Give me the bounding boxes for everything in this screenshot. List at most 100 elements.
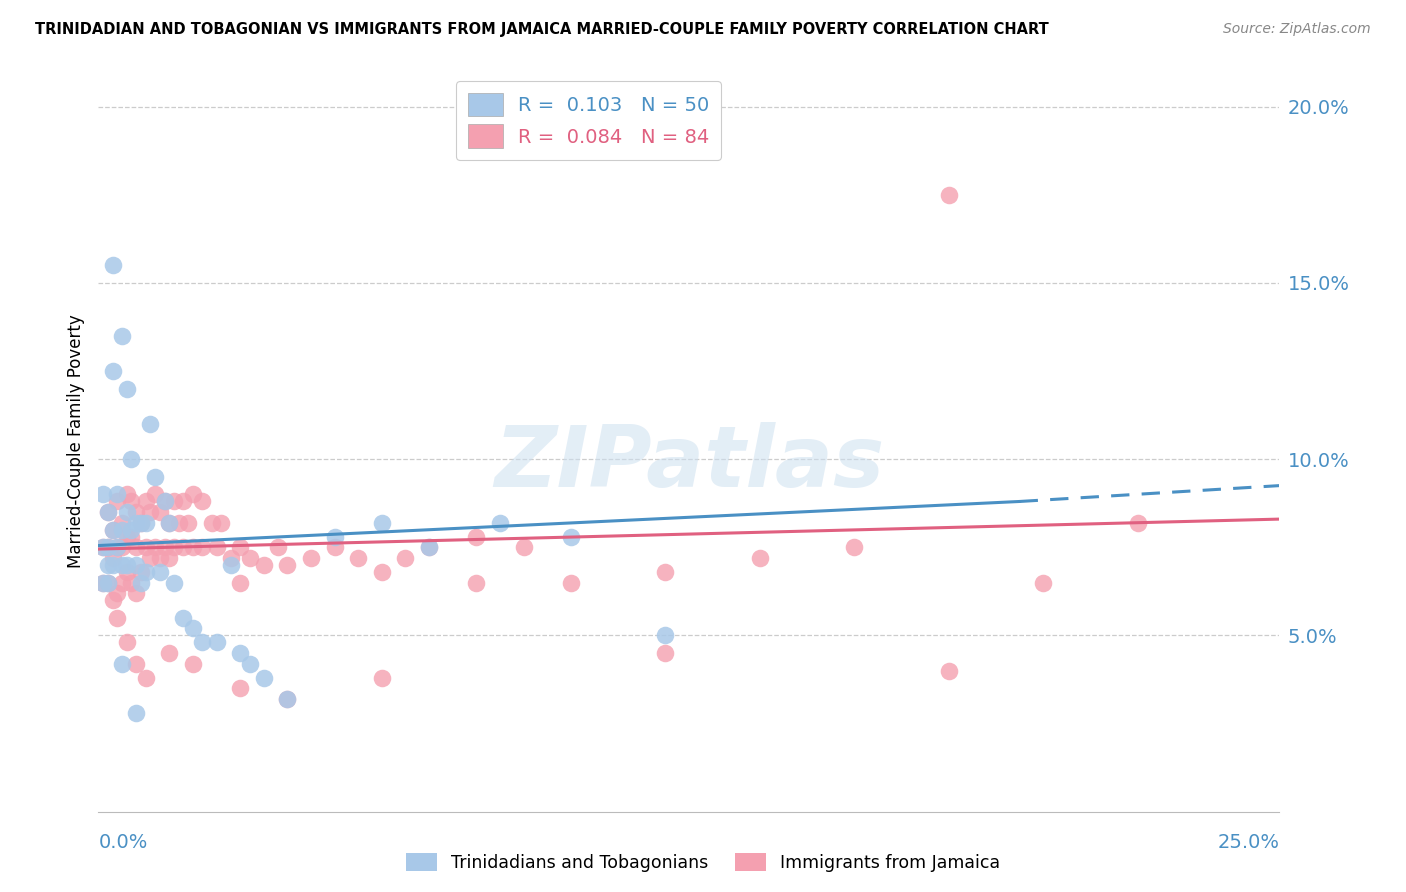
Immigrants from Jamaica <box>135 494 157 508</box>
Immigrants from Jamaica <box>105 494 128 508</box>
Immigrants from Jamaica <box>125 505 148 519</box>
Trinidadians and Tobagonians <box>323 530 346 544</box>
Immigrants from Jamaica <box>143 487 166 501</box>
Trinidadians and Tobagonians <box>121 523 143 537</box>
Trinidadians and Tobagonians <box>129 575 152 590</box>
Trinidadians and Tobagonians <box>91 487 114 501</box>
Immigrants from Jamaica <box>105 611 128 625</box>
Immigrants from Jamaica <box>371 671 394 685</box>
Trinidadians and Tobagonians <box>115 505 138 519</box>
Trinidadians and Tobagonians <box>253 671 276 685</box>
Immigrants from Jamaica <box>205 541 228 555</box>
Immigrants from Jamaica <box>167 516 190 530</box>
Immigrants from Jamaica <box>323 541 346 555</box>
Immigrants from Jamaica <box>91 541 114 555</box>
Immigrants from Jamaica <box>125 586 148 600</box>
Trinidadians and Tobagonians <box>205 635 228 649</box>
Immigrants from Jamaica <box>129 516 152 530</box>
Immigrants from Jamaica <box>91 575 114 590</box>
Immigrants from Jamaica <box>121 530 143 544</box>
Trinidadians and Tobagonians <box>105 487 128 501</box>
Trinidadians and Tobagonians <box>181 621 204 635</box>
Immigrants from Jamaica <box>157 550 180 565</box>
Trinidadians and Tobagonians <box>560 530 582 544</box>
Trinidadians and Tobagonians <box>371 516 394 530</box>
Trinidadians and Tobagonians <box>139 417 162 431</box>
Trinidadians and Tobagonians <box>105 541 128 555</box>
Immigrants from Jamaica <box>97 541 120 555</box>
Trinidadians and Tobagonians <box>115 382 138 396</box>
Immigrants from Jamaica <box>844 541 866 555</box>
Immigrants from Jamaica <box>299 550 322 565</box>
Trinidadians and Tobagonians <box>121 452 143 467</box>
Text: Source: ZipAtlas.com: Source: ZipAtlas.com <box>1223 22 1371 37</box>
Immigrants from Jamaica <box>239 550 262 565</box>
Trinidadians and Tobagonians <box>111 558 134 572</box>
Immigrants from Jamaica <box>115 487 138 501</box>
Text: 0.0%: 0.0% <box>98 833 148 852</box>
Trinidadians and Tobagonians <box>111 657 134 671</box>
Immigrants from Jamaica <box>101 550 124 565</box>
Immigrants from Jamaica <box>149 505 172 519</box>
Immigrants from Jamaica <box>111 516 134 530</box>
Trinidadians and Tobagonians <box>157 516 180 530</box>
Trinidadians and Tobagonians <box>149 565 172 579</box>
Immigrants from Jamaica <box>153 541 176 555</box>
Trinidadians and Tobagonians <box>101 558 124 572</box>
Immigrants from Jamaica <box>654 646 676 660</box>
Trinidadians and Tobagonians <box>172 611 194 625</box>
Immigrants from Jamaica <box>129 565 152 579</box>
Legend: Trinidadians and Tobagonians, Immigrants from Jamaica: Trinidadians and Tobagonians, Immigrants… <box>399 847 1007 879</box>
Immigrants from Jamaica <box>111 575 134 590</box>
Trinidadians and Tobagonians <box>143 470 166 484</box>
Immigrants from Jamaica <box>101 523 124 537</box>
Immigrants from Jamaica <box>101 593 124 607</box>
Immigrants from Jamaica <box>172 541 194 555</box>
Immigrants from Jamaica <box>1032 575 1054 590</box>
Immigrants from Jamaica <box>394 550 416 565</box>
Trinidadians and Tobagonians <box>115 558 138 572</box>
Immigrants from Jamaica <box>172 494 194 508</box>
Trinidadians and Tobagonians <box>489 516 512 530</box>
Immigrants from Jamaica <box>181 657 204 671</box>
Trinidadians and Tobagonians <box>153 494 176 508</box>
Immigrants from Jamaica <box>157 646 180 660</box>
Immigrants from Jamaica <box>139 550 162 565</box>
Trinidadians and Tobagonians <box>125 558 148 572</box>
Immigrants from Jamaica <box>111 541 134 555</box>
Trinidadians and Tobagonians <box>276 692 298 706</box>
Immigrants from Jamaica <box>229 541 252 555</box>
Immigrants from Jamaica <box>418 541 440 555</box>
Trinidadians and Tobagonians <box>229 646 252 660</box>
Immigrants from Jamaica <box>276 692 298 706</box>
Trinidadians and Tobagonians <box>97 558 120 572</box>
Immigrants from Jamaica <box>135 671 157 685</box>
Trinidadians and Tobagonians <box>239 657 262 671</box>
Trinidadians and Tobagonians <box>135 565 157 579</box>
Immigrants from Jamaica <box>125 541 148 555</box>
Immigrants from Jamaica <box>121 494 143 508</box>
Trinidadians and Tobagonians <box>101 364 124 378</box>
Y-axis label: Married-Couple Family Poverty: Married-Couple Family Poverty <box>66 315 84 568</box>
Immigrants from Jamaica <box>97 575 120 590</box>
Trinidadians and Tobagonians <box>97 541 120 555</box>
Immigrants from Jamaica <box>115 635 138 649</box>
Immigrants from Jamaica <box>115 565 138 579</box>
Text: ZIPatlas: ZIPatlas <box>494 422 884 505</box>
Trinidadians and Tobagonians <box>125 516 148 530</box>
Trinidadians and Tobagonians <box>125 706 148 720</box>
Trinidadians and Tobagonians <box>101 523 124 537</box>
Legend: R =  0.103   N = 50, R =  0.084   N = 84: R = 0.103 N = 50, R = 0.084 N = 84 <box>456 81 721 160</box>
Immigrants from Jamaica <box>163 541 186 555</box>
Immigrants from Jamaica <box>347 550 370 565</box>
Immigrants from Jamaica <box>115 530 138 544</box>
Trinidadians and Tobagonians <box>101 258 124 272</box>
Immigrants from Jamaica <box>139 505 162 519</box>
Immigrants from Jamaica <box>560 575 582 590</box>
Trinidadians and Tobagonians <box>111 523 134 537</box>
Trinidadians and Tobagonians <box>91 575 114 590</box>
Trinidadians and Tobagonians <box>129 516 152 530</box>
Immigrants from Jamaica <box>105 586 128 600</box>
Immigrants from Jamaica <box>125 657 148 671</box>
Immigrants from Jamaica <box>149 550 172 565</box>
